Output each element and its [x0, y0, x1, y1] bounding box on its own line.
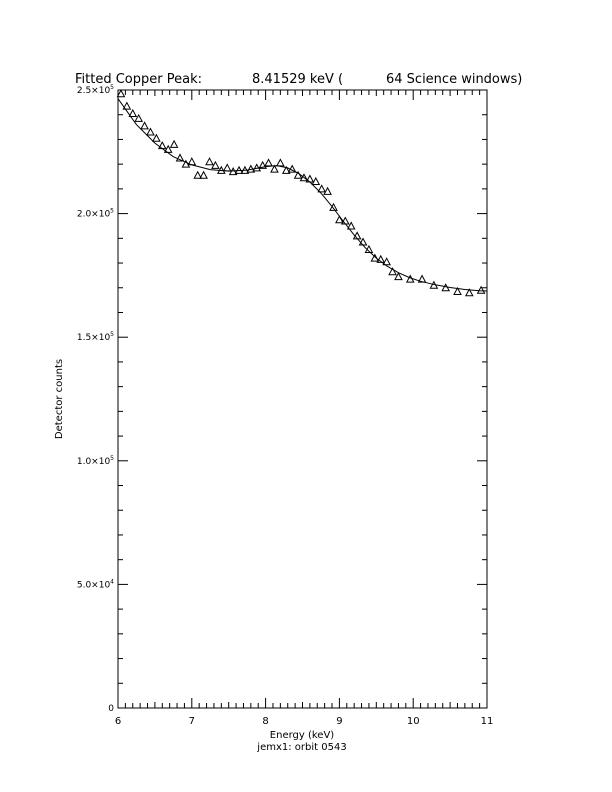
- data-point: [187, 157, 197, 166]
- data-point: [335, 215, 344, 224]
- y-tick-label: 1.5×105: [77, 331, 114, 343]
- axis-ticks: [117, 89, 488, 709]
- y-tick-label: 0: [108, 704, 114, 714]
- data-point: [352, 231, 362, 240]
- fit-curve: [117, 98, 488, 292]
- data-point: [417, 274, 427, 283]
- data-point: [311, 176, 321, 185]
- data-point: [376, 254, 386, 263]
- data-point: [394, 272, 403, 281]
- data-point: [317, 184, 327, 193]
- data-point: [405, 274, 415, 283]
- chart-title-left: Fitted Copper Peak:: [75, 72, 202, 87]
- data-point: [157, 141, 167, 150]
- data-point: [382, 257, 391, 266]
- data-point: [358, 237, 368, 246]
- data-point: [476, 285, 486, 294]
- data-point: [429, 280, 439, 289]
- data-point: [163, 144, 173, 153]
- data-point: [323, 186, 332, 195]
- data-point: [128, 108, 138, 117]
- data-point: [293, 170, 303, 179]
- data-point: [122, 101, 132, 110]
- data-point: [246, 164, 256, 173]
- y-tick-label: 5.0×104: [77, 578, 114, 590]
- data-point: [453, 286, 462, 295]
- data-point: [175, 153, 185, 162]
- data-point: [287, 164, 297, 173]
- y-tick-label: 2.0×105: [77, 208, 114, 220]
- chart-title-energy: 8.41529 keV (: [252, 72, 343, 87]
- data-point: [464, 288, 474, 297]
- y-tick-label: 2.5×105: [77, 84, 114, 96]
- data-point: [146, 127, 155, 136]
- data-point: [264, 158, 273, 167]
- x-tick-label: 9: [336, 716, 342, 727]
- data-point: [364, 244, 374, 253]
- data-point: [140, 121, 149, 130]
- data-point: [305, 174, 315, 183]
- data-point: [205, 157, 214, 166]
- data-points: [116, 89, 486, 297]
- y-tick-labels: 0 5.0×104 1.0×105 1.5×105 2.0×105 2.5×105: [77, 84, 114, 714]
- x-tick-label: 10: [407, 716, 420, 727]
- data-point: [228, 167, 238, 176]
- data-point: [216, 165, 226, 174]
- data-point: [222, 163, 232, 172]
- data-point: [329, 202, 338, 211]
- y-tick-label: 1.0×105: [77, 455, 114, 467]
- data-point: [116, 89, 126, 98]
- x-tick-labels: 6 7 8 9 10 11: [115, 716, 494, 727]
- x-tick-label: 11: [481, 716, 494, 727]
- footer-caption: jemx1: orbit 0543: [256, 742, 346, 753]
- data-point: [240, 165, 250, 174]
- plot-frame: [117, 89, 488, 709]
- data-point: [181, 159, 191, 168]
- x-axis-label: Energy (keV): [270, 730, 335, 741]
- data-point: [346, 221, 356, 230]
- data-point: [299, 173, 309, 182]
- data-point: [193, 170, 203, 179]
- data-point: [199, 170, 208, 179]
- data-point: [169, 139, 179, 148]
- x-tick-label: 8: [262, 716, 268, 727]
- data-point: [441, 283, 451, 292]
- x-tick-label: 6: [115, 716, 121, 727]
- y-axis-label: Detector counts: [54, 359, 65, 439]
- data-point: [340, 216, 350, 225]
- data-point: [134, 113, 144, 122]
- data-point: [211, 160, 220, 169]
- data-point: [281, 165, 291, 174]
- data-point: [252, 163, 262, 172]
- data-point: [152, 133, 161, 142]
- data-point: [258, 160, 267, 169]
- x-tick-label: 7: [189, 716, 195, 727]
- data-point: [270, 164, 279, 173]
- chart-title-windows: 64 Science windows): [386, 72, 522, 87]
- data-point: [276, 158, 285, 167]
- data-point: [234, 165, 244, 174]
- data-point: [370, 253, 380, 262]
- data-point: [388, 267, 397, 276]
